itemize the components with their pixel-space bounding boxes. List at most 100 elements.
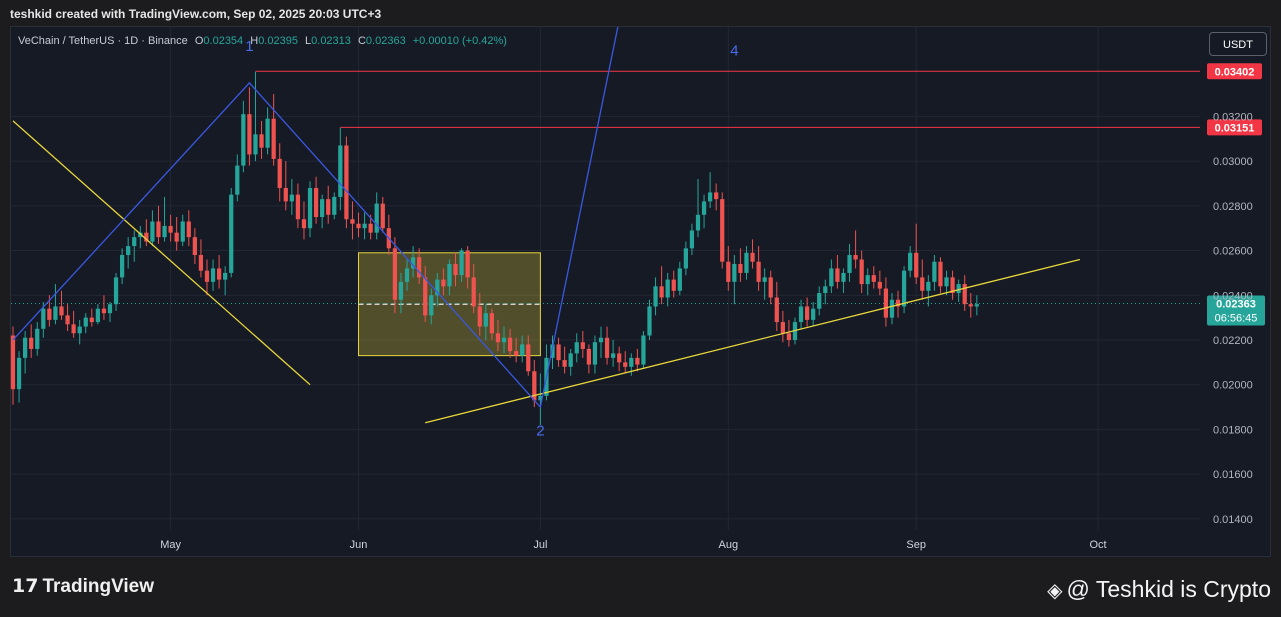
candle-body [786, 333, 792, 340]
candle-body [471, 277, 476, 307]
labels-layer: 0.03402 0.03151 0.02363 06:56:45 1 2 4 [245, 38, 1265, 439]
drawings-layer [12, 27, 1081, 424]
tradingview-logo[interactable]: 17 TradingView [12, 575, 154, 598]
candle-body [750, 252, 755, 262]
candle-body [592, 342, 598, 365]
candle-body [289, 194, 294, 202]
y-tick-label: 0.02400 [1213, 290, 1253, 302]
price-level-label: 0.03402 [1215, 66, 1255, 78]
candle-body [550, 344, 555, 358]
candle-body [647, 306, 652, 336]
candle-body [344, 145, 349, 220]
candle-body [629, 357, 634, 367]
candle-body [817, 293, 822, 309]
candle-body [714, 192, 719, 200]
candle-body [889, 299, 895, 318]
candle-body [611, 353, 616, 358]
candle-body [604, 337, 610, 358]
candle-body [350, 219, 355, 224]
y-tick-label: 0.02200 [1213, 335, 1253, 347]
candle-body [374, 203, 379, 233]
candle-body [586, 348, 591, 365]
price-level-tag [1207, 63, 1262, 80]
binance-diamond-icon: ◈ [1047, 578, 1063, 602]
candle-body [417, 257, 422, 278]
x-tick-label: May [160, 539, 181, 551]
candle-body [356, 223, 361, 229]
trend-line [12, 120, 311, 386]
candle-body [89, 317, 94, 323]
candle-body [29, 337, 34, 349]
trend-line [425, 258, 1081, 424]
open-value: 0.02354 [203, 35, 244, 47]
currency-button[interactable]: USDT [1209, 32, 1267, 56]
brand-name: TradingView [42, 576, 155, 597]
tradingview-logo-icon: 17 [12, 575, 39, 597]
candle-body [392, 248, 398, 300]
candle-body [726, 261, 731, 282]
candle-body [71, 324, 76, 334]
candle-body [671, 279, 676, 291]
candle-body [774, 297, 779, 323]
candle-body [944, 277, 949, 287]
candle-body [568, 353, 573, 367]
candle-body [35, 328, 40, 349]
x-axis[interactable]: May Jun Jul Aug Sep Oct [160, 539, 1106, 551]
candle-body [914, 252, 919, 278]
candle-body [762, 277, 767, 282]
wave-label: 4 [730, 42, 738, 59]
candle-body [501, 337, 507, 343]
candle-body [695, 214, 701, 231]
y-axis[interactable]: 0.01400 0.01600 0.01800 0.02000 0.02200 0.024… [1213, 111, 1253, 525]
candle-body [677, 268, 682, 291]
candle-body [180, 221, 185, 242]
watermark-text: @ Teshkid is Crypto [1066, 576, 1271, 602]
x-tick-label: Jun [350, 539, 368, 551]
candle-body [313, 187, 319, 218]
high-value: 0.02395 [258, 35, 298, 47]
candle-body [859, 259, 864, 285]
candle-body [804, 306, 810, 320]
candle-body [707, 192, 713, 202]
candle-body [908, 252, 913, 271]
candle-body [720, 199, 725, 262]
candle-body [538, 395, 543, 401]
candle-body [847, 255, 852, 273]
candle-body [495, 333, 501, 343]
candle-body [532, 371, 537, 401]
candle-body [956, 284, 961, 294]
y-tick-label: 0.03000 [1213, 156, 1253, 168]
candle-body [210, 268, 216, 282]
candle-body [865, 275, 870, 285]
candle-body [950, 277, 955, 294]
candle-body [435, 279, 440, 296]
candle-body [689, 230, 695, 249]
candle-body [520, 344, 525, 356]
current-price-label: 0.02363 [1216, 299, 1256, 311]
x-tick-label: Jul [533, 539, 547, 551]
candle-body [507, 337, 513, 352]
candle-body [465, 250, 470, 278]
candle-body [271, 118, 276, 159]
candle-body [192, 237, 197, 256]
candle-body [59, 306, 64, 316]
y-tick-label: 0.01600 [1213, 469, 1253, 481]
candle-body [362, 223, 367, 229]
wave-line [12, 27, 619, 409]
change-value: +0.00010 (+0.42%) [412, 35, 507, 47]
candle-body [101, 308, 107, 314]
candle-body [144, 232, 149, 242]
candle-body [368, 223, 373, 233]
candle-body [398, 281, 404, 300]
candle-body [229, 194, 234, 273]
candle-body [962, 284, 967, 305]
candle-body [835, 268, 840, 282]
candle-body [156, 221, 161, 238]
candle-body [756, 261, 761, 282]
candle-body [477, 306, 482, 327]
candle-body [107, 304, 113, 314]
y-tick-label: 0.03200 [1213, 111, 1253, 123]
close-label: C [357, 35, 366, 47]
close-value: 0.02363 [365, 35, 406, 47]
